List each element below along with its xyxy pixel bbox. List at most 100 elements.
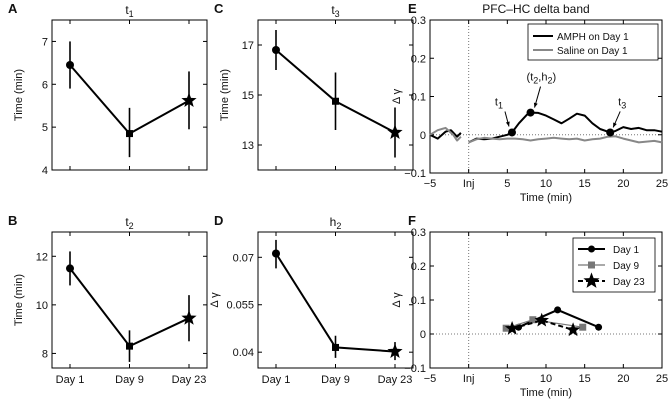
data-point — [565, 322, 581, 337]
x-tick-label: Inj — [463, 373, 475, 385]
y-tick-label: 4 — [42, 165, 48, 177]
data-point — [332, 343, 339, 351]
data-point — [66, 264, 74, 273]
panel-letter: B — [8, 213, 17, 228]
legend-marker — [588, 261, 595, 269]
legend-marker — [588, 245, 595, 253]
y-axis-label: Time (min) — [13, 274, 25, 326]
data-point — [272, 249, 280, 258]
y-tick-label: 5 — [42, 122, 48, 134]
panel-f: F −5 Inj 5 10 15 20 25 −0.1 0 0.1 0.2 0.3 Time (min) Δ… — [391, 213, 668, 399]
y-tick-label: −0.1 — [404, 168, 426, 180]
data-point — [534, 312, 549, 327]
x-tick-label: Day 23 — [378, 374, 413, 386]
y-tick-label: 0.2 — [411, 261, 426, 273]
x-tick-label: Day 23 — [172, 374, 207, 386]
panel-e: E −5 Inj 5 10 15 20 25 −0.1 0 0.1 0.2 0.3 Time (min) Δ… — [391, 1, 668, 204]
x-tick-label: Day 9 — [321, 374, 350, 386]
panel-title: t3 — [331, 3, 339, 19]
legend-label: Day 23 — [613, 277, 645, 288]
x-tick-label: 10 — [540, 373, 552, 385]
data-point — [126, 342, 133, 350]
series-line-pre — [429, 126, 462, 142]
y-axis-label: Δ γ — [209, 292, 221, 308]
x-tick-label: Day 9 — [115, 374, 144, 386]
y-axis-label: Time (min) — [219, 69, 231, 121]
data-point — [181, 92, 197, 107]
data-point — [181, 310, 197, 325]
annotation-label: (t2,h2) — [527, 72, 557, 86]
y-tick-label: 0 — [420, 329, 426, 341]
y-tick-label: 7 — [42, 36, 48, 48]
data-point — [387, 124, 403, 139]
y-tick-label: 0.3 — [411, 227, 426, 239]
x-tick-label: 5 — [504, 178, 510, 190]
x-tick-label: Day 1 — [262, 374, 291, 386]
data-point — [529, 316, 537, 324]
x-tick-label: −5 — [424, 178, 437, 190]
annotation-arrowhead — [533, 102, 538, 108]
data-point — [332, 97, 339, 105]
y-tick-label: 17 — [242, 40, 254, 52]
panel-title: h2 — [330, 215, 342, 231]
x-tick-label: 10 — [540, 178, 552, 190]
x-tick-label: Day 1 — [56, 374, 85, 386]
annotation-arrowhead — [505, 121, 510, 127]
panel-letter: F — [408, 213, 416, 228]
series-line — [468, 135, 663, 144]
x-tick-label: 5 — [504, 373, 510, 385]
y-tick-label: 0.1 — [411, 295, 426, 307]
y-axis-label: Δ γ — [391, 292, 403, 308]
data-point — [272, 46, 280, 54]
legend-label: Saline on Day 1 — [557, 46, 628, 57]
x-tick-label: 25 — [656, 373, 668, 385]
y-axis-label: Time (min) — [13, 69, 25, 121]
data-point — [387, 343, 403, 358]
legend-box — [527, 23, 659, 61]
data-point — [504, 321, 520, 335]
y-tick-label: 8 — [42, 348, 48, 360]
x-tick-label: 20 — [617, 373, 629, 385]
series-line — [511, 319, 574, 331]
legend-label: Day 9 — [613, 261, 640, 272]
y-tick-label: 0.04 — [233, 347, 254, 359]
panel-e-title: PFC–HC delta band — [482, 2, 589, 16]
panel-letter: E — [408, 1, 417, 16]
y-tick-label: 0.07 — [233, 252, 254, 264]
panel-title: t2 — [125, 215, 133, 231]
y-tick-label: 10 — [36, 300, 48, 312]
panel-title: t1 — [125, 3, 133, 19]
annotation-point — [606, 128, 615, 137]
y-tick-label: 0.2 — [411, 53, 426, 65]
legend-label: AMPH on Day 1 — [557, 32, 629, 43]
y-tick-label: −0.1 — [404, 363, 426, 375]
y-tick-label: 6 — [42, 79, 48, 91]
y-tick-label: 13 — [242, 140, 254, 152]
annotation-point — [507, 128, 516, 137]
x-tick-label: 20 — [617, 178, 629, 190]
x-tick-label: 15 — [579, 178, 591, 190]
panel-letter: D — [214, 213, 223, 228]
y-tick-label: 0.1 — [411, 92, 426, 104]
legend: AMPH on Day 1 Saline on Day 1 — [527, 23, 659, 61]
legend: Day 1 Day 9 Day 23 — [572, 237, 656, 293]
data-point — [595, 323, 603, 331]
y-axis-label: Δ γ — [391, 88, 403, 104]
x-tick-label: 25 — [656, 178, 668, 190]
x-tick-label: −5 — [424, 373, 437, 385]
panel-letter: C — [214, 1, 224, 16]
y-tick-label: 0.055 — [226, 300, 254, 312]
y-tick-label: 15 — [242, 90, 254, 102]
annotation-label: t1 — [495, 96, 503, 110]
y-tick-label: 12 — [36, 251, 48, 263]
x-axis-label: Time (min) — [520, 192, 572, 204]
x-axis-label: Time (min) — [520, 387, 572, 399]
data-point — [579, 323, 587, 331]
annotation-label: t3 — [618, 96, 626, 110]
data-point — [66, 61, 74, 69]
data-point — [502, 324, 510, 332]
